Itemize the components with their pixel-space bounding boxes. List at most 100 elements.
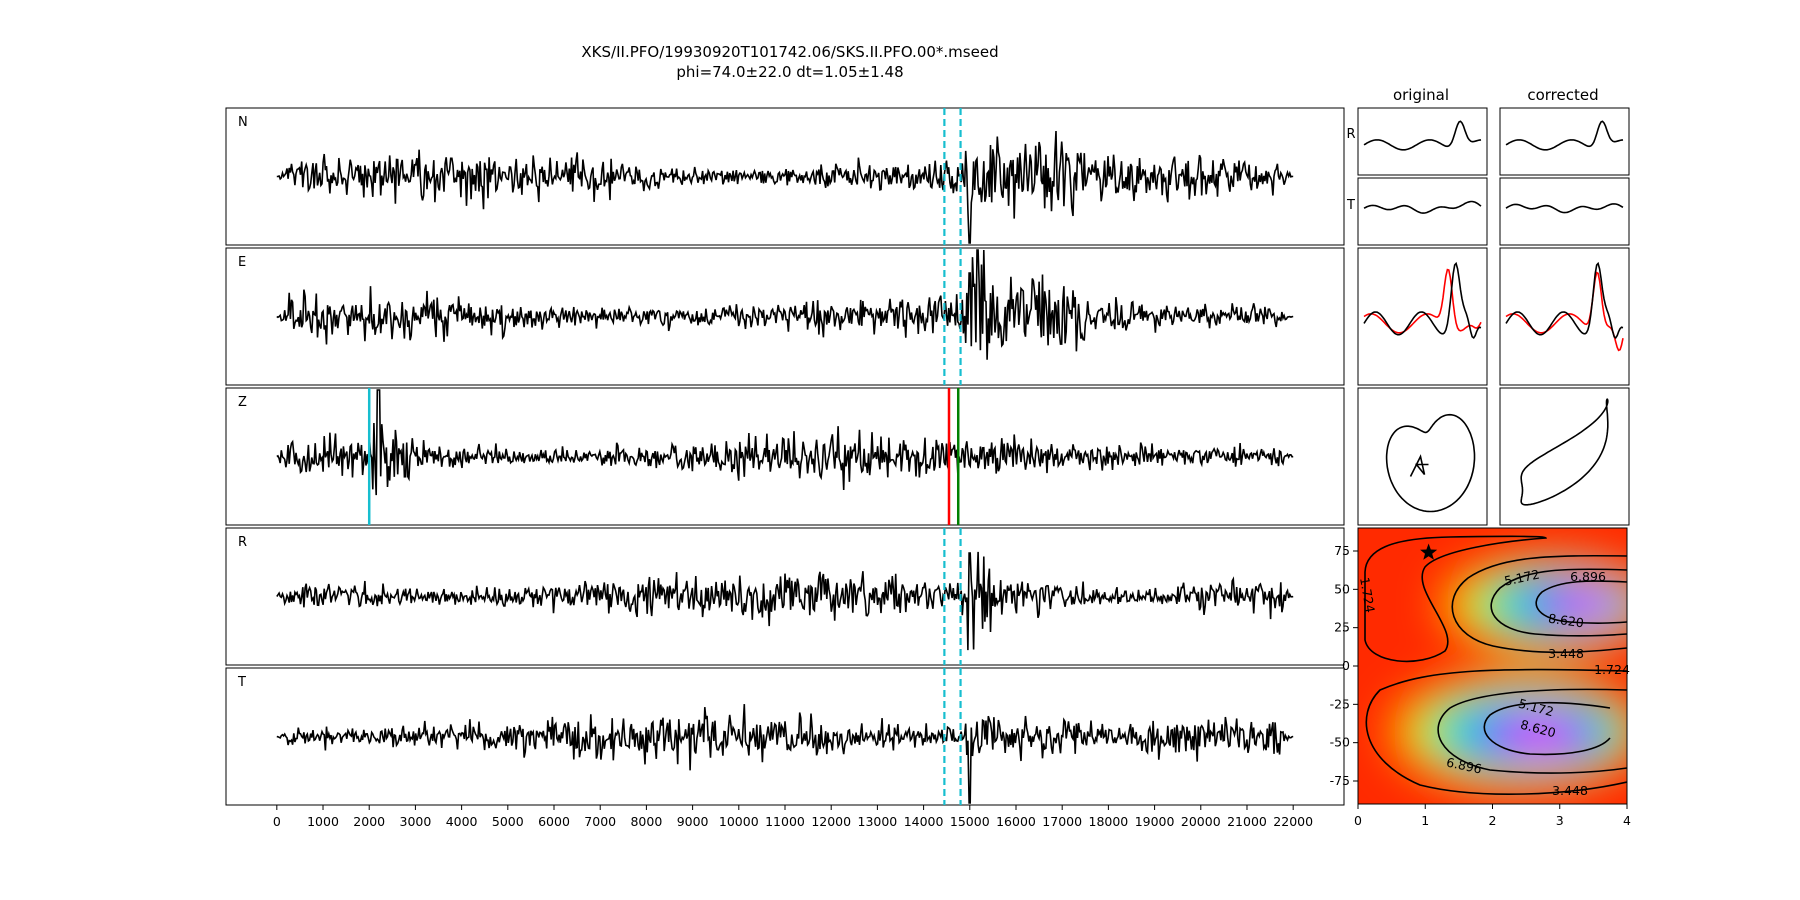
pm-particle-motion [1385, 413, 1476, 513]
x-tick-label: 5000 [492, 814, 524, 829]
waveform-x-axis: 0 1000 2000 3000 4000 5000 6000 7000 8000 9000 100… [273, 805, 1313, 829]
pm-panel-original-particle [1357, 387, 1488, 526]
waveform-panel-frame [225, 527, 1345, 666]
waveform-panel-z: Z [225, 387, 1345, 526]
particle-motion-panels [1357, 107, 1630, 526]
x-tick-label: 4000 [446, 814, 478, 829]
hm-x-tick-label: 4 [1623, 813, 1631, 828]
x-tick-label: 17000 [1042, 814, 1082, 829]
pm-trace-t [1505, 203, 1624, 214]
channel-label-e: E [238, 255, 246, 270]
pm-trace-overlay-black [1505, 261, 1624, 340]
pm-panel-original-overlay [1357, 247, 1488, 386]
pm-trace-overlay-black [1363, 261, 1482, 340]
heatmap-axes: 0 1 2 3 4 75 50 25 0 -25 -50 -75 [1330, 543, 1631, 828]
waveform-trace-z [276, 389, 1294, 496]
contour-label: 8.620 [1547, 611, 1585, 631]
svg-text:6.896: 6.896 [1445, 754, 1483, 776]
x-tick-label: 10000 [719, 814, 759, 829]
waveform-trace-n [276, 130, 1294, 244]
hm-y-tick-label: -25 [1330, 696, 1350, 711]
pm-panel-frame [1357, 107, 1488, 176]
waveform-panels: N E Z R T [225, 107, 1345, 806]
contour-label: 1.724 [1594, 662, 1630, 677]
figure-title: XKS/II.PFO/19930920T101742.06/SKS.II.PFO… [581, 43, 998, 61]
best-estimate-star [1420, 543, 1438, 560]
pm-panel-frame [1499, 387, 1630, 526]
x-tick-label: 9000 [677, 814, 709, 829]
waveform-panel-r: R [225, 527, 1345, 666]
x-tick-label: 0 [273, 814, 281, 829]
contour-label: 3.448 [1548, 646, 1584, 661]
svg-text:1.724: 1.724 [1357, 576, 1378, 614]
x-tick-label: 8000 [630, 814, 662, 829]
pm-panel-frame [1499, 177, 1630, 246]
hm-x-tick-label: 2 [1489, 813, 1497, 828]
grid-search-heatmap: 1.724 5.172 6.8968.6203.4481.7245.1728.620… [1330, 527, 1631, 828]
pm-trace-overlay-red [1505, 271, 1624, 352]
channel-label-r: R [238, 535, 247, 550]
hm-x-tick-label: 3 [1556, 813, 1564, 828]
x-tick-label: 7000 [584, 814, 616, 829]
contour-label: 3.448 [1552, 783, 1588, 798]
x-tick-label: 1000 [307, 814, 339, 829]
x-tick-label: 2000 [353, 814, 385, 829]
x-tick-label: 12000 [811, 814, 851, 829]
contour-label: 1.724 [1357, 576, 1378, 614]
hm-y-tick-label: 25 [1334, 620, 1350, 635]
svg-text:6.896: 6.896 [1570, 569, 1606, 584]
best-estimate-star-marker [1420, 543, 1438, 560]
pm-trace-r [1505, 120, 1624, 151]
hm-y-tick-label: 75 [1334, 543, 1350, 558]
x-tick-label: 16000 [996, 814, 1036, 829]
contour-label: 5.172 [1503, 566, 1541, 588]
pm-particle-motion [1520, 398, 1609, 506]
svg-text:5.172: 5.172 [1503, 566, 1541, 588]
waveform-trace-r [276, 551, 1294, 651]
contour-label: 6.896 [1570, 569, 1606, 584]
svg-text:3.448: 3.448 [1552, 783, 1588, 798]
pm-trace-overlay-red [1363, 268, 1482, 334]
channel-label-t: T [237, 675, 246, 690]
x-tick-label: 22000 [1273, 814, 1313, 829]
figure-subtitle: phi=74.0±22.0 dt=1.05±1.48 [676, 63, 903, 81]
row-label-t: T [1346, 198, 1355, 213]
waveform-panel-t: T [225, 667, 1345, 806]
hm-x-tick-label: 0 [1354, 813, 1362, 828]
waveform-trace-t [276, 704, 1294, 804]
pm-panel-frame [1499, 247, 1630, 386]
column-title-original: original [1393, 86, 1449, 104]
pm-panel-corrected-overlay [1499, 247, 1630, 386]
pm-panel-corrected-particle [1499, 387, 1630, 526]
heatmap-contours [1364, 535, 1627, 795]
x-tick-label: 3000 [400, 814, 432, 829]
svg-text:3.448: 3.448 [1548, 646, 1584, 661]
x-tick-label: 11000 [765, 814, 805, 829]
pm-panel-frame [1357, 177, 1488, 246]
pm-panel-corrected-t [1499, 177, 1630, 246]
hm-y-tick-label: -50 [1330, 735, 1350, 750]
pm-panel-original-t [1357, 177, 1488, 246]
pm-panel-original-r [1357, 107, 1488, 176]
waveform-trace-e [276, 249, 1294, 360]
column-title-corrected: corrected [1527, 86, 1598, 104]
x-tick-label: 20000 [1181, 814, 1221, 829]
x-tick-label: 14000 [904, 814, 944, 829]
pm-panel-frame [1357, 247, 1488, 386]
x-tick-label: 6000 [538, 814, 570, 829]
x-tick-label: 19000 [1135, 814, 1175, 829]
x-tick-label: 15000 [950, 814, 990, 829]
pm-panel-corrected-r [1499, 107, 1630, 176]
svg-text:1.724: 1.724 [1594, 662, 1630, 677]
hm-x-tick-label: 1 [1421, 813, 1429, 828]
pm-trace-t [1363, 200, 1482, 214]
channel-label-n: N [238, 115, 248, 130]
svg-text:8.620: 8.620 [1547, 611, 1585, 631]
waveform-panel-e: E [225, 247, 1345, 386]
heatmap-contour-labels: 1.724 5.172 6.8968.6203.4481.7245.1728.620… [1357, 566, 1630, 798]
pm-trace-r [1363, 120, 1482, 151]
hm-y-tick-label: 0 [1342, 658, 1350, 673]
pm-panel-frame [1357, 387, 1488, 526]
hm-y-tick-label: 50 [1334, 581, 1350, 596]
